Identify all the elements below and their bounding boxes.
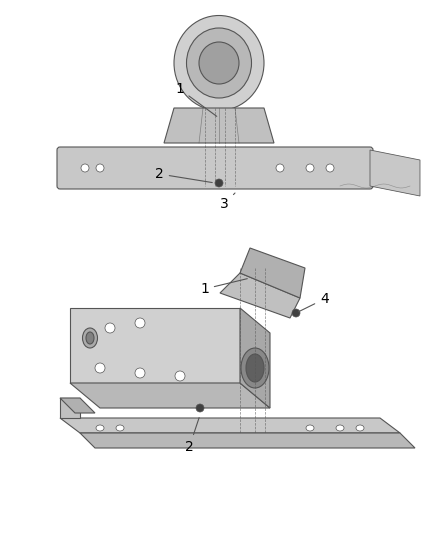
- Polygon shape: [60, 398, 80, 418]
- Ellipse shape: [306, 425, 314, 431]
- Ellipse shape: [95, 363, 105, 373]
- Ellipse shape: [246, 354, 264, 382]
- Text: 1: 1: [200, 279, 247, 296]
- Polygon shape: [70, 308, 240, 383]
- Ellipse shape: [135, 318, 145, 328]
- Polygon shape: [240, 308, 270, 408]
- Ellipse shape: [86, 332, 94, 344]
- Ellipse shape: [187, 28, 251, 98]
- Ellipse shape: [306, 164, 314, 172]
- Ellipse shape: [116, 425, 124, 431]
- Ellipse shape: [96, 164, 104, 172]
- Text: 1: 1: [175, 82, 217, 116]
- Ellipse shape: [174, 15, 264, 110]
- Polygon shape: [70, 383, 270, 408]
- Polygon shape: [220, 273, 300, 318]
- Ellipse shape: [82, 328, 98, 348]
- Text: 2: 2: [185, 418, 199, 454]
- Polygon shape: [60, 418, 400, 433]
- Circle shape: [292, 309, 300, 317]
- Ellipse shape: [96, 425, 104, 431]
- Circle shape: [196, 404, 204, 412]
- Polygon shape: [80, 433, 415, 448]
- Text: 2: 2: [155, 167, 212, 183]
- FancyBboxPatch shape: [57, 147, 373, 189]
- Ellipse shape: [276, 164, 284, 172]
- Ellipse shape: [356, 425, 364, 431]
- Ellipse shape: [135, 368, 145, 378]
- Polygon shape: [240, 248, 305, 298]
- Polygon shape: [370, 150, 420, 196]
- Ellipse shape: [336, 425, 344, 431]
- Ellipse shape: [105, 323, 115, 333]
- Polygon shape: [60, 398, 95, 413]
- Polygon shape: [164, 108, 274, 143]
- Text: 4: 4: [298, 292, 329, 312]
- Ellipse shape: [199, 42, 239, 84]
- Ellipse shape: [175, 371, 185, 381]
- Ellipse shape: [241, 348, 269, 388]
- Ellipse shape: [81, 164, 89, 172]
- Text: 3: 3: [220, 193, 235, 211]
- Circle shape: [215, 179, 223, 187]
- Ellipse shape: [326, 164, 334, 172]
